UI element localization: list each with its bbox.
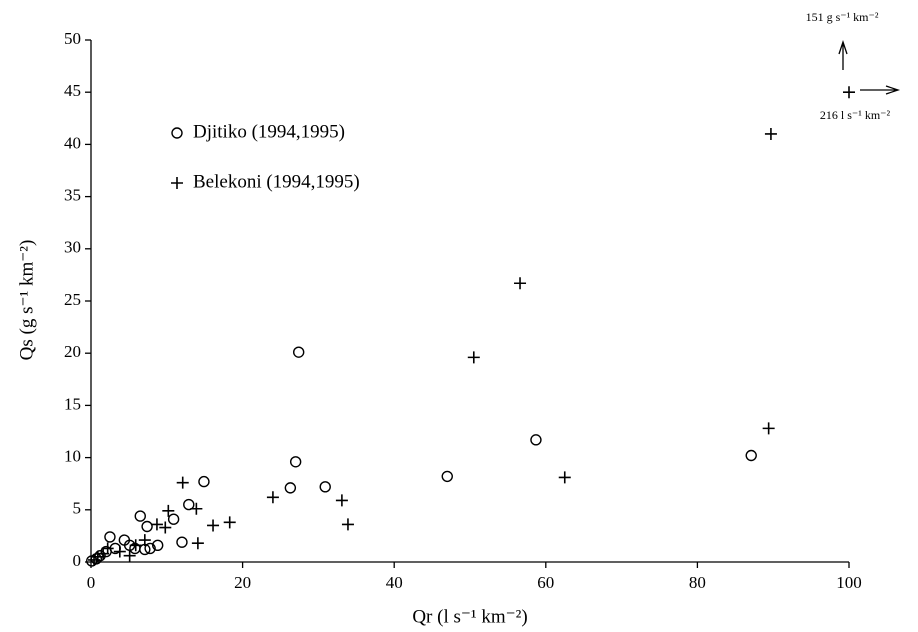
annotation: 151 g s⁻¹ km⁻² [806,10,879,24]
y-axis-title: Qs (g s⁻¹ km⁻²) [16,240,37,361]
data-point [319,481,331,493]
data-point [441,470,453,483]
data-point [88,553,101,566]
y-tick-label: 10 [64,447,81,466]
legend-marker [171,177,183,189]
data-point [190,502,203,515]
x-tick-label: 100 [836,573,862,592]
data-point [292,346,305,358]
legend-label: Djitiko (1994,1995) [193,121,345,142]
x-tick-label: 0 [87,573,96,592]
annotation: 216 l s⁻¹ km⁻² [820,108,891,122]
data-point [198,475,210,488]
data-point [150,518,163,531]
data-point [284,482,297,494]
y-tick-label: 5 [73,499,82,518]
x-tick-label: 40 [386,573,403,592]
data-point [530,434,542,446]
data-point [152,539,164,551]
data-point [207,519,220,532]
data-point [764,127,777,140]
data-point [159,521,172,534]
data-point [104,531,116,543]
x-tick-label: 80 [689,573,706,592]
data-point [762,422,775,435]
arrow [838,39,848,70]
data-point [129,539,142,552]
data-point [94,550,106,562]
data-point [266,491,279,504]
y-tick-label: 50 [64,29,81,48]
data-point [843,86,855,99]
data-point [183,498,195,511]
data-point [335,494,348,507]
data-point [167,513,180,525]
x-axis-title: Qr (l s⁻¹ km⁻²) [412,606,527,627]
y-tick-label: 30 [64,238,81,257]
data-point [341,518,354,531]
y-tick-label: 25 [64,290,81,309]
y-tick-label: 45 [64,81,81,100]
legend-label: Belekoni (1994,1995) [193,171,360,192]
y-tick-label: 20 [64,342,81,361]
y-tick-label: 35 [64,186,81,205]
data-point [162,504,175,517]
x-tick-label: 20 [234,573,251,592]
data-point [176,536,188,548]
data-point [134,510,146,522]
data-point [514,277,527,290]
data-point [97,547,110,560]
data-point [176,476,189,489]
data-point [86,555,98,567]
data-point [191,537,204,550]
data-point [100,545,112,558]
data-point [138,534,151,547]
data-point [113,545,126,558]
data-point [289,456,302,468]
data-point [123,549,136,562]
data-point [223,516,236,529]
arrow [860,85,901,95]
y-tick-label: 0 [73,551,82,570]
y-tick-label: 40 [64,133,81,152]
x-tick-label: 60 [537,573,554,592]
legend-marker [171,127,183,139]
data-point [467,351,480,364]
data-point [141,520,153,533]
data-point [144,542,156,555]
data-point [558,471,571,484]
data-point [745,449,757,462]
y-tick-label: 15 [64,394,81,413]
